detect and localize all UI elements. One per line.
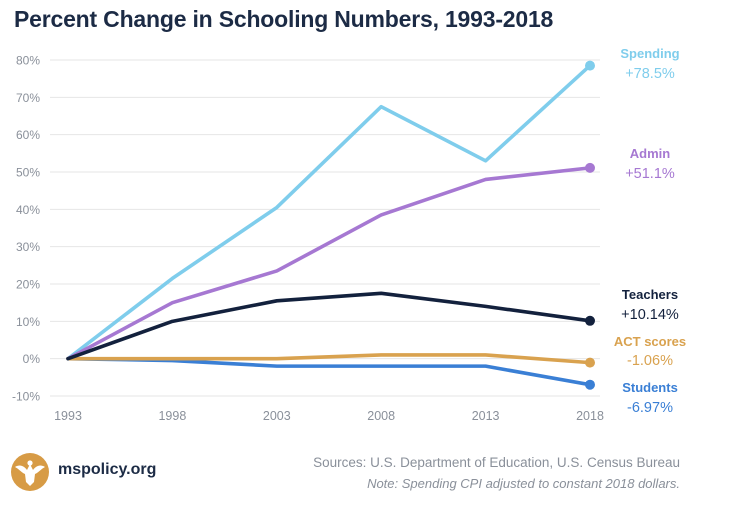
legend-label-act-scores: ACT scores [614,334,686,349]
legend-label-students: Students [622,380,678,395]
legend-value-spending: +78.5% [625,66,675,82]
note-text: Note: Spending CPI adjusted to constant … [367,476,680,491]
x-tick-label: 2018 [576,409,604,423]
y-tick-label: 50% [16,166,40,180]
series-endpoint-spending [585,60,595,71]
y-tick-label: 10% [16,315,40,329]
series-endpoint-act-scores [585,357,595,368]
y-tick-label: 80% [16,54,40,68]
y-tick-label: 70% [16,91,40,105]
y-tick-label: 60% [16,128,40,142]
x-tick-label: 2008 [367,409,395,423]
x-tick-label: 1998 [158,409,186,423]
series-endpoint-teachers [585,315,595,326]
y-tick-label: -10% [12,390,40,404]
series-endpoint-admin [585,162,595,173]
series-line-act-scores [66,353,592,365]
y-tick-label: 20% [16,278,40,292]
legend-label-spending: Spending [620,46,679,61]
source-text: Sources: U.S. Department of Education, U… [313,455,680,470]
legend-value-act-scores: -1.06% [627,353,673,369]
y-tick-label: 30% [16,240,40,254]
legend-label-admin: Admin [630,146,671,161]
x-tick-label: 2013 [472,409,500,423]
legend-label-teachers: Teachers [622,287,678,302]
chart-title: Percent Change in Schooling Numbers, 199… [14,6,554,32]
legend-value-admin: +51.1% [625,166,675,182]
line-chart: -10% 0% 10% 20% 30% 40% 50% 60% 70% 80% 1993 1998 20… [12,46,686,423]
y-tick-label: 0% [23,352,41,366]
site-name: mspolicy.org [58,461,157,478]
series-line-teachers [66,291,592,361]
series-line-students [66,356,592,387]
series-line-spending [66,63,592,361]
series-line-admin [66,166,592,361]
x-tick-label: 2003 [263,409,291,423]
x-tick-label: 1993 [54,409,82,423]
y-tick-label: 40% [16,203,40,217]
series-endpoint-students [585,379,595,390]
legend-value-students: -6.97% [627,400,673,416]
eagle-logo-icon [11,453,49,491]
legend-value-teachers: +10.14% [621,307,679,323]
